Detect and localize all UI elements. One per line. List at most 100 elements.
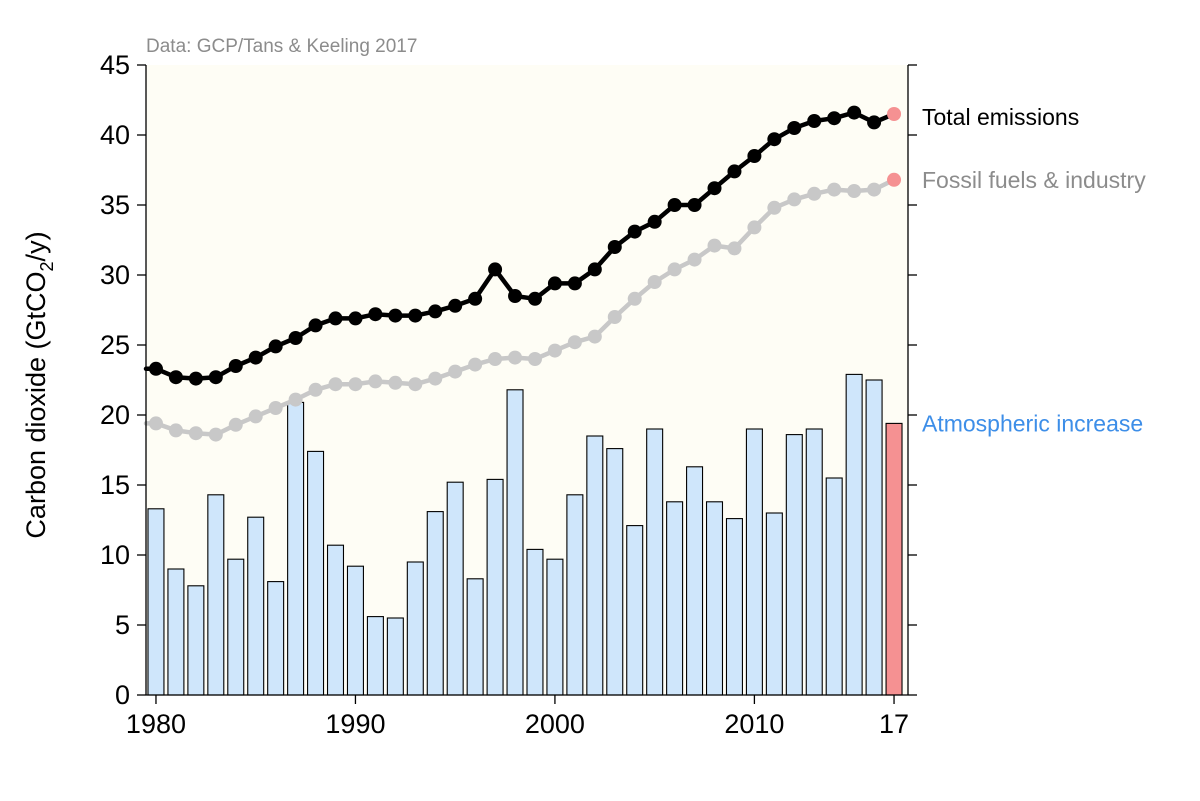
bar-1995 <box>446 481 464 696</box>
y-tick-label-30: 30 <box>100 260 130 290</box>
fossil-point-1994 <box>428 371 443 386</box>
total-point-1985 <box>248 350 263 365</box>
total-point-2014 <box>827 111 842 126</box>
bar-2015 <box>845 373 863 696</box>
bar-2009 <box>725 518 743 696</box>
x-tick-label-2010: 2010 <box>724 709 784 739</box>
bar-1993 <box>406 561 424 696</box>
source-note: Data: GCP/Tans & Keeling 2017 <box>146 36 417 57</box>
bar-2013 <box>805 428 823 696</box>
total-point-2008 <box>707 181 722 196</box>
y-axis-title-end: /y) <box>21 231 51 261</box>
fossil-point-2007 <box>687 252 702 267</box>
total-point-1983 <box>208 370 223 385</box>
total-point-2000 <box>547 276 562 291</box>
fossil-point-1984 <box>228 417 243 432</box>
fossil-point-2016 <box>867 182 882 197</box>
y-tick-label-25: 25 <box>100 330 130 360</box>
fossil-point-1993 <box>408 377 423 392</box>
fossil-point-2012 <box>787 192 802 207</box>
bar-2006 <box>666 501 684 696</box>
total-point-1987 <box>288 331 303 345</box>
total-point-1986 <box>268 339 283 354</box>
fossil-point-2014 <box>827 182 842 197</box>
bar-1996 <box>466 578 484 696</box>
fossil-point-1985 <box>248 409 263 424</box>
y-tick-label-35: 35 <box>100 190 130 220</box>
total-point-1990 <box>348 311 363 326</box>
total-point-2005 <box>647 214 662 229</box>
fossil-point-2000 <box>547 343 562 358</box>
y-tick-label-15: 15 <box>100 470 130 500</box>
bar-2017 <box>885 422 903 696</box>
fossil-point-2008 <box>707 238 722 253</box>
series-labels: Total emissions Fossil fuels & industry At… <box>922 104 1146 436</box>
bar-2008 <box>705 501 724 696</box>
bar-2004 <box>626 525 644 696</box>
total-point-1992 <box>388 308 403 323</box>
fossil-point-1997 <box>488 352 503 366</box>
fossil-point-1987 <box>288 392 303 407</box>
total-point-2009 <box>727 164 742 179</box>
bar-1999 <box>526 548 544 696</box>
bar-1985 <box>247 516 265 696</box>
y-tick-label-0: 0 <box>115 680 130 710</box>
bar-1982 <box>187 585 205 696</box>
bar-2014 <box>825 477 843 696</box>
fossil-point-1998 <box>508 350 523 365</box>
fossil-point-2011 <box>767 200 782 215</box>
bar-1992 <box>386 617 404 696</box>
emission-lines <box>143 105 902 442</box>
total-point-1989 <box>328 311 343 326</box>
bar-1983 <box>207 494 225 696</box>
bar-2016 <box>865 379 883 696</box>
fossil-point-2009 <box>727 241 742 256</box>
bar-1994 <box>426 511 444 696</box>
total-point-2017 <box>887 107 902 121</box>
bar-2005 <box>646 428 664 696</box>
fossil-point-1988 <box>308 382 323 397</box>
x-tick-label-17: 17 <box>879 709 909 739</box>
y-axis-title-main: Carbon dioxide (GtCO <box>21 271 51 538</box>
total-point-2001 <box>567 276 582 291</box>
bar-1991 <box>366 616 384 696</box>
total-point-1981 <box>168 370 183 385</box>
x-tick-label-1980: 1980 <box>126 709 186 739</box>
total-point-1984 <box>228 359 243 373</box>
fossil-point-2010 <box>747 220 762 235</box>
x-tick-label-1990: 1990 <box>325 709 385 739</box>
bar-1988 <box>307 450 325 696</box>
bar-1986 <box>267 581 285 696</box>
fossil-point-1999 <box>527 352 542 366</box>
total-point-2013 <box>807 114 822 128</box>
fossil-point-2015 <box>847 184 862 198</box>
fossil-point-1992 <box>388 375 403 390</box>
fossil-point-2001 <box>567 335 582 350</box>
fossil-point-2004 <box>627 291 642 306</box>
fossil-point-1991 <box>368 374 383 389</box>
bar-1987 <box>287 401 305 696</box>
bar-1984 <box>227 558 245 696</box>
fossil-point-2006 <box>667 262 682 277</box>
fossil-point-1989 <box>328 377 343 392</box>
bar-2003 <box>606 448 624 696</box>
bar-1981 <box>167 568 185 696</box>
atmospheric-increase-bars <box>147 373 903 696</box>
bar-2011 <box>765 512 783 696</box>
y-tick-label-40: 40 <box>100 120 130 150</box>
total-point-1996 <box>468 291 483 306</box>
total-point-1997 <box>488 262 503 277</box>
fossil-point-1980 <box>148 416 163 431</box>
fossil-point-2003 <box>607 310 622 324</box>
total-point-1999 <box>527 291 542 306</box>
total-point-1991 <box>368 307 383 322</box>
bar-2012 <box>785 434 803 696</box>
total-point-1982 <box>188 371 203 386</box>
fossil-point-1983 <box>208 427 223 442</box>
fossil-point-1995 <box>448 364 463 379</box>
bar-1998 <box>506 389 524 696</box>
fossil-point-1990 <box>348 377 363 392</box>
bar-2010 <box>745 428 763 696</box>
fossil-point-2002 <box>587 329 602 344</box>
